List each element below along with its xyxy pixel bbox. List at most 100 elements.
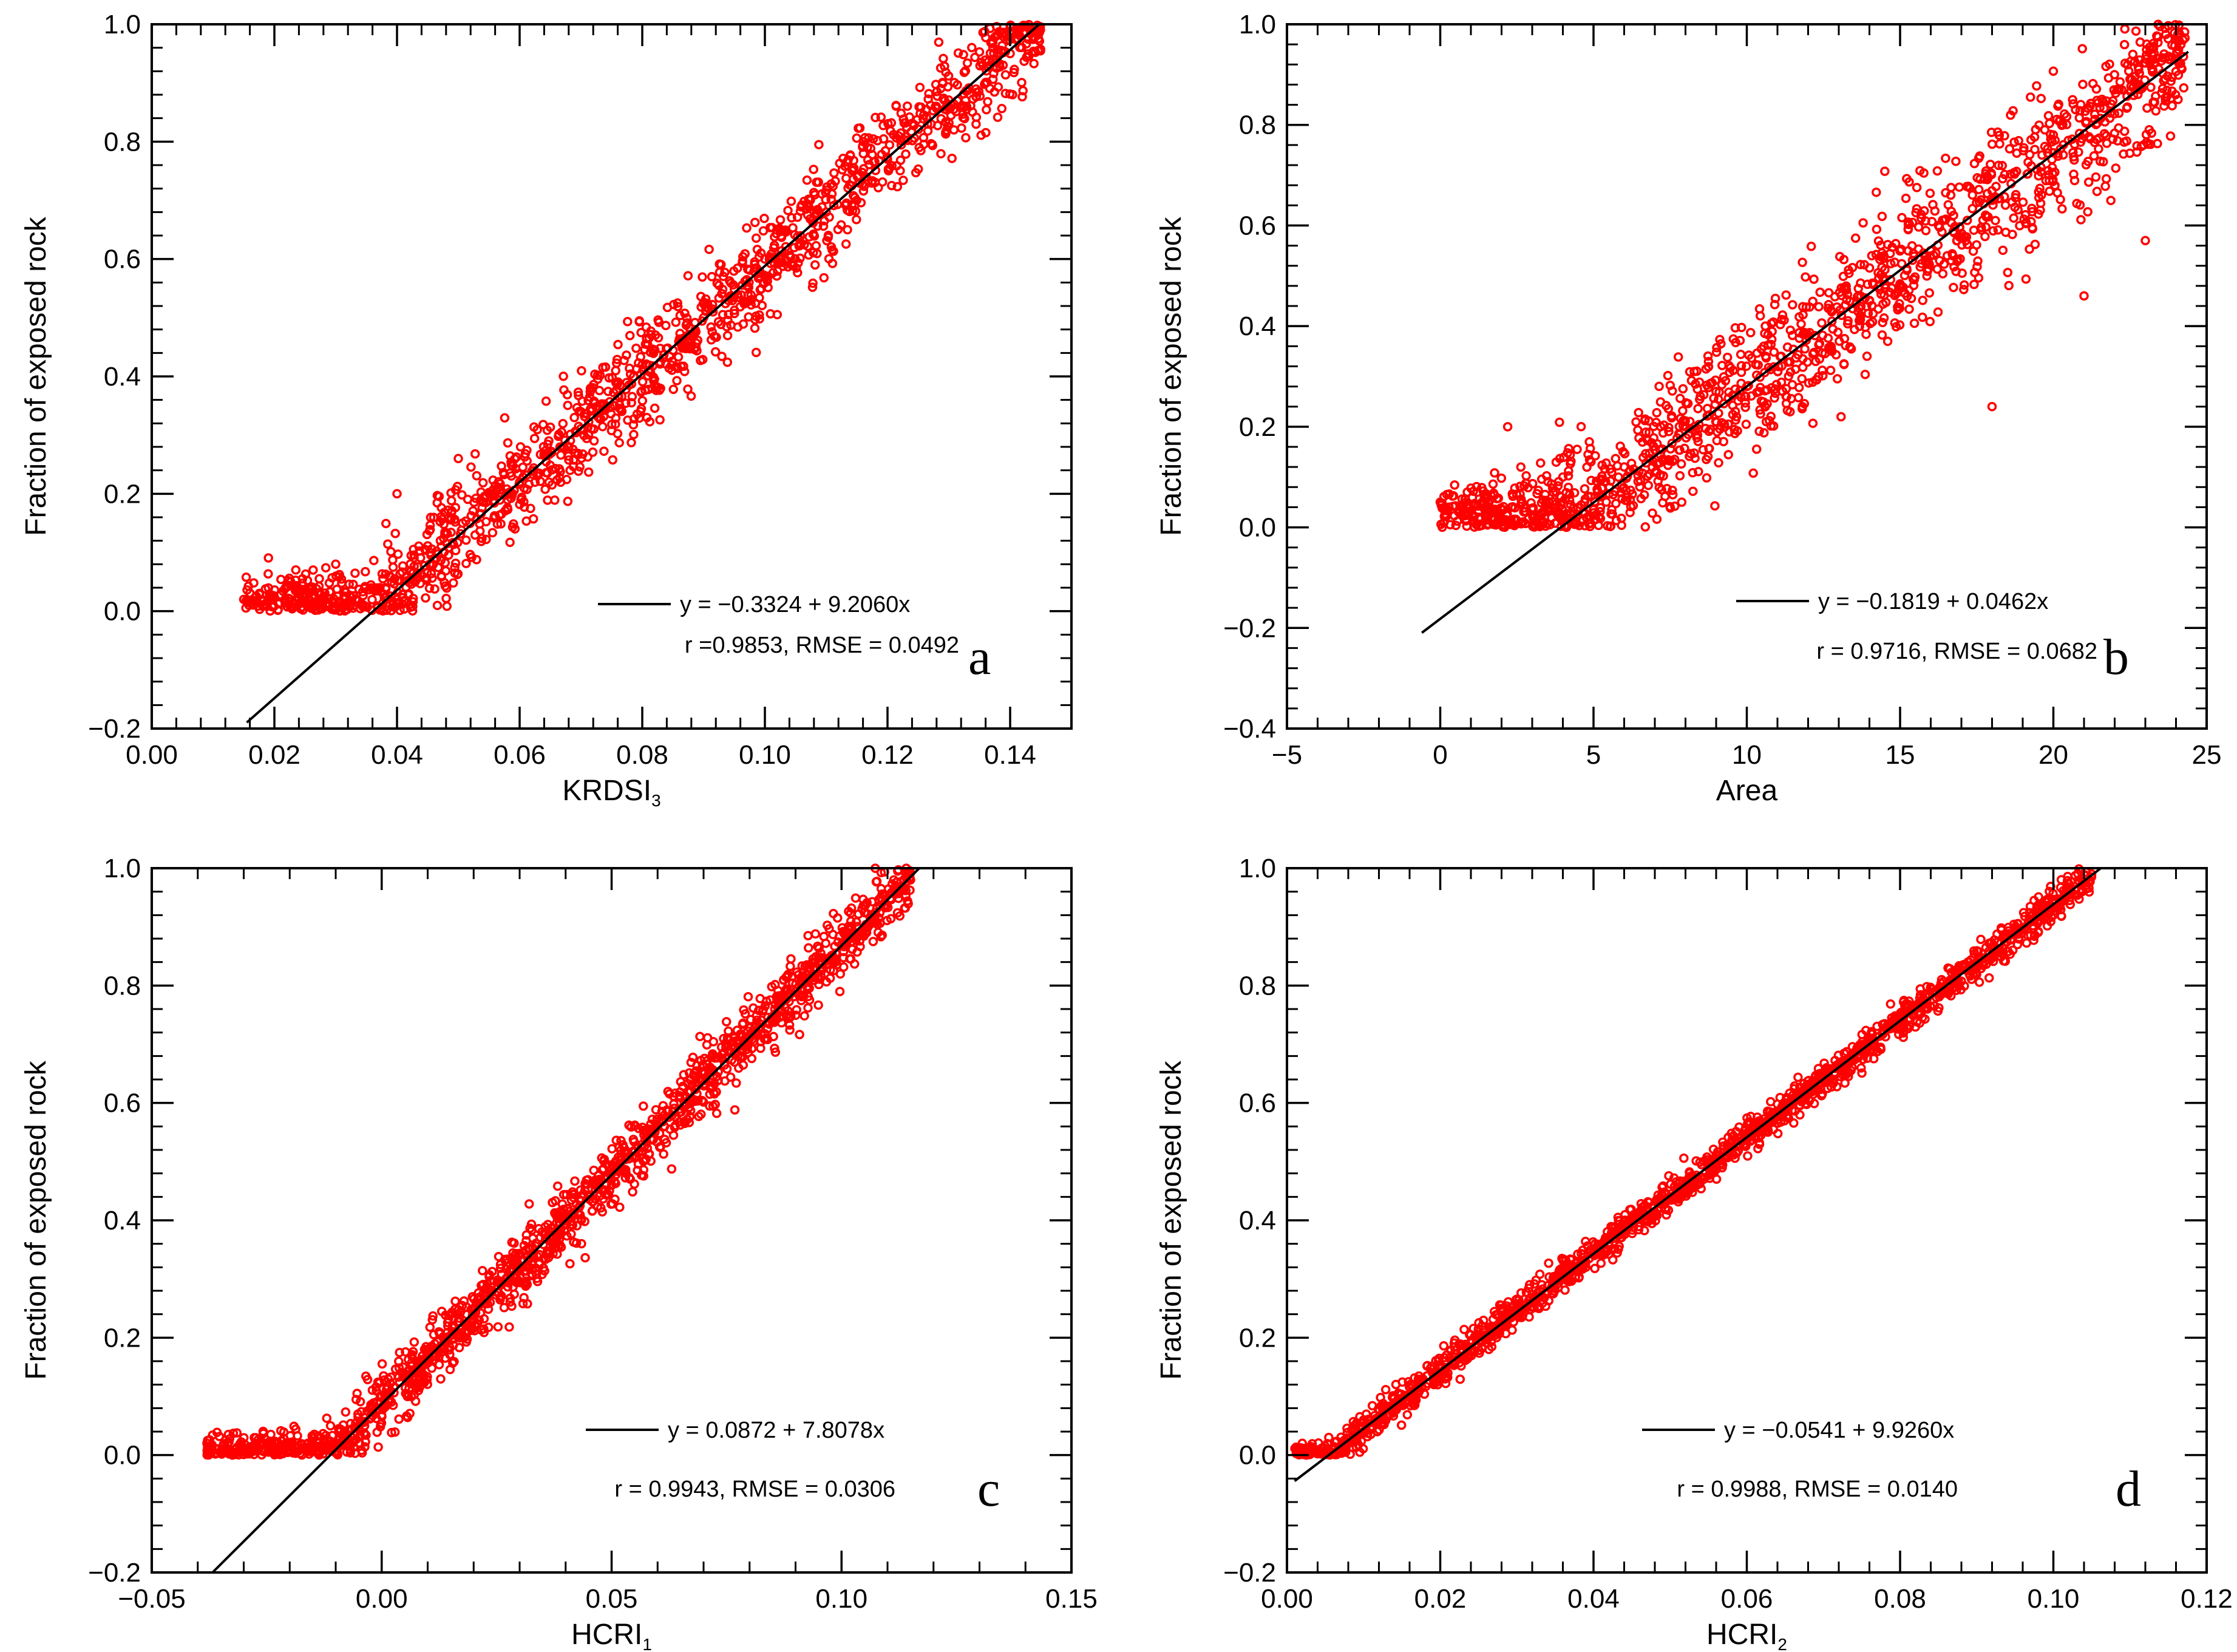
- data-point: [672, 376, 682, 386]
- data-point: [1685, 452, 1694, 461]
- data-point: [1925, 316, 1935, 327]
- data-point: [433, 549, 443, 559]
- data-point: [852, 214, 861, 225]
- data-point: [520, 452, 530, 462]
- data-point: [2074, 128, 2085, 138]
- x-axis-title-subscript: 3: [651, 791, 661, 810]
- data-point: [2048, 169, 2058, 178]
- data-point: [1516, 519, 1526, 529]
- data-point: [2089, 137, 2100, 148]
- data-point: [609, 387, 619, 398]
- data-point: [267, 595, 277, 605]
- data-point: [1915, 262, 1925, 272]
- data-point: [1706, 424, 1716, 434]
- data-point: [1634, 407, 1643, 418]
- data-point: [1785, 367, 1796, 377]
- data-point: [506, 471, 517, 481]
- data-point: [1842, 290, 1853, 299]
- data-point: [2091, 172, 2101, 182]
- data-point: [329, 597, 339, 607]
- data-point: [1703, 356, 1714, 367]
- data-point: [2132, 147, 2142, 157]
- data-point: [1751, 444, 1762, 454]
- data-point: [714, 293, 724, 303]
- data-point: [793, 268, 803, 277]
- data-point: [2069, 169, 2079, 179]
- data-point: [1770, 393, 1779, 403]
- data-point: [1658, 428, 1668, 438]
- data-point: [529, 422, 539, 432]
- data-point: [668, 384, 679, 395]
- data-point: [1960, 280, 1969, 290]
- data-point: [1928, 200, 1938, 209]
- data-point: [636, 387, 646, 397]
- data-point: [1856, 260, 1865, 270]
- data-point: [2068, 95, 2077, 104]
- data-point: [740, 249, 750, 259]
- data-point: [392, 489, 402, 499]
- data-point: [608, 455, 618, 465]
- data-point: [2012, 148, 2021, 158]
- data-point: [1951, 156, 1961, 166]
- data-point: [563, 497, 573, 506]
- data-point: [1617, 494, 1627, 504]
- data-point: [497, 461, 506, 471]
- data-point: [2000, 131, 2009, 141]
- data-point: [821, 977, 832, 987]
- data-point: [658, 1101, 668, 1110]
- data-point: [2134, 55, 2145, 65]
- data-point: [1722, 352, 1733, 362]
- data-point: [2105, 59, 2114, 69]
- data-point: [1946, 206, 1957, 216]
- data-point: [1987, 195, 1997, 205]
- data-point: [1523, 483, 1533, 493]
- data-point: [452, 481, 463, 491]
- data-point: [2135, 37, 2145, 47]
- data-point: [1873, 236, 1884, 246]
- data-point: [1582, 462, 1592, 472]
- data-point: [394, 1414, 404, 1424]
- data-point: [260, 584, 271, 594]
- data-point: [974, 47, 985, 57]
- data-point: [1005, 89, 1015, 99]
- data-point: [308, 565, 318, 575]
- data-point: [1915, 166, 1925, 175]
- data-point: [1754, 304, 1765, 314]
- data-point: [892, 908, 903, 918]
- data-point: [1619, 462, 1629, 472]
- data-point: [241, 573, 251, 582]
- data-point: [1693, 437, 1703, 446]
- data-point: [551, 1196, 560, 1206]
- data-point: [808, 278, 818, 288]
- data-point: [241, 603, 251, 613]
- data-point: [1878, 318, 1887, 327]
- legend-stats-b: r = 0.9716, RMSE = 0.0682: [1816, 639, 2097, 664]
- data-point: [1680, 416, 1690, 427]
- y-tick-label: 0.6: [1239, 211, 1276, 240]
- data-point: [2069, 155, 2079, 165]
- data-point: [2180, 33, 2190, 43]
- data-point: [2102, 138, 2112, 148]
- data-point: [661, 321, 671, 330]
- data-point: [2089, 109, 2100, 120]
- data-point: [804, 232, 814, 242]
- data-point: [2151, 106, 2161, 116]
- data-point: [291, 565, 301, 575]
- data-point: [793, 258, 803, 268]
- data-point: [1949, 282, 1958, 293]
- data-point: [1611, 515, 1621, 525]
- data-point: [795, 253, 805, 263]
- data-point: [314, 581, 324, 591]
- data-point: [1759, 397, 1768, 407]
- y-tick-label: −0.2: [88, 1558, 141, 1588]
- data-point: [783, 262, 793, 272]
- data-point: [811, 240, 821, 251]
- data-point: [957, 123, 966, 133]
- data-point: [827, 259, 838, 268]
- data-point: [1566, 459, 1575, 469]
- data-point: [1891, 239, 1901, 249]
- data-point: [1850, 324, 1859, 335]
- data-point: [858, 141, 867, 151]
- data-point: [1911, 208, 1921, 218]
